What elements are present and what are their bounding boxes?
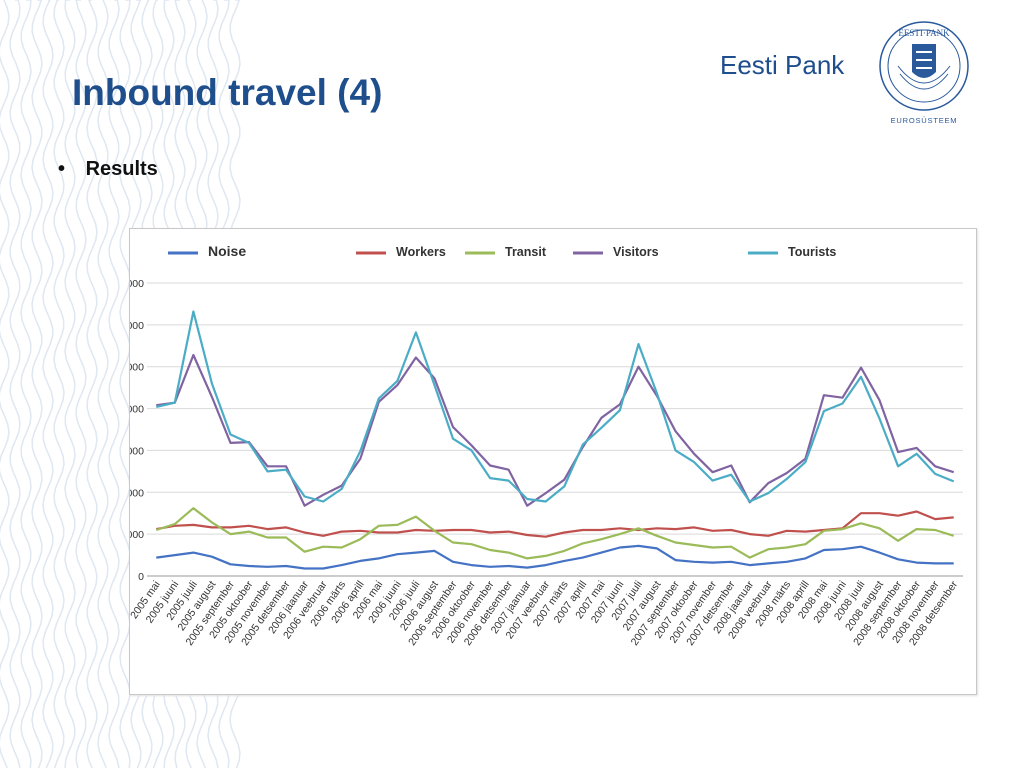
wave-line: [75, 0, 87, 768]
wave-line: [42, 0, 54, 768]
series-line-transit: [155, 507, 955, 560]
slide-title: Inbound travel (4): [72, 72, 383, 113]
series-line-tourists: [156, 310, 955, 503]
wave-line: [31, 0, 43, 768]
chart-frame: 0 50000 100000 150000 200000 250000 300000 3500…: [129, 228, 977, 695]
legend-label-noise: Noise: [208, 243, 246, 259]
legend-label-transit: Transit: [505, 245, 547, 259]
brand-name: Eesti Pank: [720, 50, 845, 80]
y-tick-label: 300000: [130, 320, 144, 332]
wave-line: [9, 0, 21, 768]
y-tick-label: 100000: [130, 487, 144, 499]
line-chart: 0 50000 100000 150000 200000 250000 300000 3500…: [130, 243, 963, 648]
seal-caption: EUROSÜSTEEM: [891, 116, 958, 125]
series-line-noise: [156, 544, 954, 570]
y-tick-label: 0: [138, 571, 144, 583]
series-line-visitors: [156, 353, 955, 507]
wave-line: [20, 0, 32, 768]
wave-line: [119, 0, 131, 768]
wave-line: [108, 0, 120, 768]
wave-line: [97, 0, 109, 768]
bullet-dot: •: [58, 158, 66, 180]
eesti-pank-seal-logo: EESTI·PANK EUROSÜSTEEM: [879, 21, 969, 125]
y-tick-label: 150000: [130, 445, 144, 457]
wave-line: [0, 0, 10, 768]
seal-text: EESTI·PANK: [898, 28, 950, 38]
y-tick-label: 250000: [130, 362, 144, 374]
bullet-text: Results: [85, 158, 158, 180]
bullet-item: • Results: [58, 158, 158, 181]
wave-line: [64, 0, 76, 768]
y-tick-label: 200000: [130, 404, 144, 416]
y-tick-label: 50000: [130, 529, 144, 541]
series-line-workers: [156, 510, 954, 538]
legend-label-workers: Workers: [396, 245, 446, 259]
legend-label-tourists: Tourists: [788, 245, 836, 259]
y-tick-label: 350000: [130, 278, 144, 290]
wave-line: [53, 0, 65, 768]
legend-label-visitors: Visitors: [613, 245, 659, 259]
wave-line: [86, 0, 98, 768]
